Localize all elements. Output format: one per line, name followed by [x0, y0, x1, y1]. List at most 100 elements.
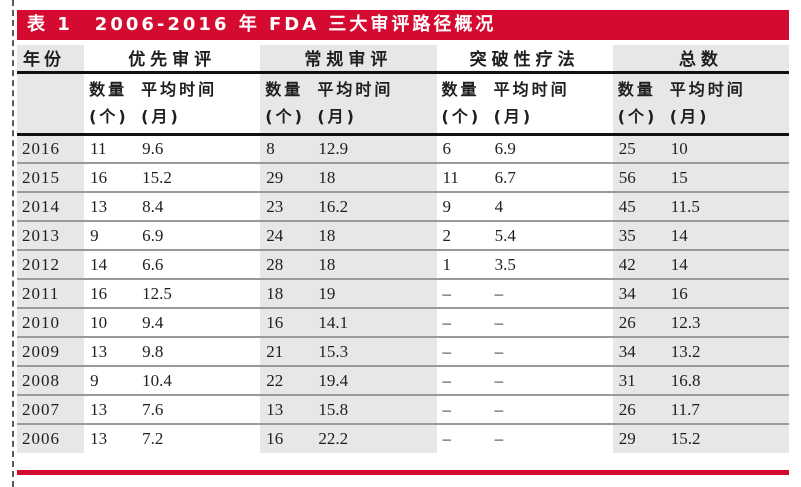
year-subheader-spacer	[17, 72, 85, 136]
count-cell: 14	[84, 250, 137, 279]
avg-time-cell: 16	[664, 279, 789, 308]
count-cell: 29	[260, 163, 313, 192]
count-cell: 34	[612, 279, 665, 308]
group-header-breakthrough-therapy: 突破性疗法	[436, 45, 613, 74]
count-cell: 11	[436, 163, 489, 192]
count-cell: 26	[612, 308, 665, 337]
year-cell: 2014	[17, 192, 85, 221]
table-body: 2016 11 9.6 8 12.9 6 6.9 25 10 2015 16 15.2 29 18 11 6.…	[17, 134, 789, 453]
avg-time-cell: 9.8	[136, 337, 261, 366]
avg-time-label: 平均时间	[669, 80, 746, 99]
table-title: 2006-2016 年 FDA 三大审评路径概况	[94, 14, 497, 35]
fda-review-pathways-table: 年份 优先审评 常规审评 突破性疗法 总数 数量 (个) 平均时间 (月) 数量	[17, 45, 789, 453]
group-header-priority-review: 优先审评	[84, 45, 261, 74]
avg-time-cell: 15.2	[136, 163, 261, 192]
count-unit: (个)	[617, 107, 658, 126]
year-cell: 2016	[17, 134, 85, 163]
avg-time-label: 平均时间	[317, 80, 394, 99]
avg-time-cell: 18	[312, 250, 437, 279]
count-cell: 21	[260, 337, 313, 366]
avg-time-cell: 8.4	[136, 192, 261, 221]
count-cell: 9	[436, 192, 489, 221]
count-cell: –	[436, 337, 489, 366]
table-row: 2013 9 6.9 24 18 2 5.4 35 14	[17, 221, 789, 250]
avg-time-cell: 9.6	[136, 134, 261, 163]
avg-time-label: 平均时间	[493, 80, 570, 99]
avg-time-cell: 11.5	[664, 192, 789, 221]
count-cell: 16	[84, 163, 137, 192]
count-cell: 6	[436, 134, 489, 163]
avg-time-cell: 18	[312, 221, 437, 250]
count-cell: 24	[260, 221, 313, 250]
avg-time-cell: 12.5	[136, 279, 261, 308]
avg-time-subheader: 平均时间 (月)	[664, 72, 789, 136]
count-cell: 25	[612, 134, 665, 163]
avg-time-cell: 13.2	[664, 337, 789, 366]
count-cell: 16	[84, 279, 137, 308]
avg-time-cell: 7.6	[136, 395, 261, 424]
table-row: 2008 9 10.4 22 19.4– –31 16.8	[17, 366, 789, 395]
table-row: 2007 13 7.6 13 15.8– –26 11.7	[17, 395, 789, 424]
count-cell: 16	[260, 308, 313, 337]
avg-time-cell: 4	[488, 192, 613, 221]
scan-edge-dashed-line	[12, 0, 14, 487]
count-cell: 31	[612, 366, 665, 395]
avg-time-cell: 6.9	[136, 221, 261, 250]
count-label: 数量	[441, 80, 480, 99]
count-unit: (个)	[89, 107, 129, 126]
year-cell: 2007	[17, 395, 85, 424]
count-cell: 13	[84, 192, 137, 221]
count-cell: –	[436, 308, 489, 337]
count-cell: 11	[84, 134, 137, 163]
count-cell: 9	[84, 366, 137, 395]
year-column-header: 年份	[17, 45, 85, 74]
count-cell: 26	[612, 395, 665, 424]
count-label: 数量	[265, 80, 304, 99]
count-cell: –	[436, 279, 489, 308]
table-title-bar: 表 1 2006-2016 年 FDA 三大审评路径概况	[17, 10, 789, 40]
count-cell: 16	[260, 424, 313, 453]
table-row: 2006 13 7.2 16 22.2– –29 15.2	[17, 424, 789, 453]
avg-time-cell: 18	[312, 163, 437, 192]
subheader-row: 数量 (个) 平均时间 (月) 数量 (个) 平均时间 (月) 数量 (	[17, 72, 789, 136]
avg-time-unit: (月)	[669, 107, 710, 126]
count-cell: 45	[612, 192, 665, 221]
year-cell: 2008	[17, 366, 85, 395]
year-cell: 2009	[17, 337, 85, 366]
count-label: 数量	[617, 80, 656, 99]
table-row: 2009 13 9.8 21 15.3– –34 13.2	[17, 337, 789, 366]
year-cell: 2013	[17, 221, 85, 250]
avg-time-subheader: 平均时间 (月)	[488, 72, 613, 136]
count-unit: (个)	[265, 107, 305, 126]
avg-time-cell: 15.3	[312, 337, 437, 366]
avg-time-cell: 16.2	[312, 192, 437, 221]
avg-time-cell: –	[488, 337, 613, 366]
avg-time-cell: 15	[664, 163, 789, 192]
year-cell: 2006	[17, 424, 85, 453]
avg-time-cell: 10	[664, 134, 789, 163]
count-cell: 29	[612, 424, 665, 453]
count-cell: 8	[260, 134, 313, 163]
avg-time-cell: 14	[664, 250, 789, 279]
avg-time-cell: 14.1	[312, 308, 437, 337]
avg-time-cell: 19	[312, 279, 437, 308]
count-cell: 9	[84, 221, 137, 250]
avg-time-cell: 19.4	[312, 366, 437, 395]
table-row: 2010 10 9.4 16 14.1– –26 12.3	[17, 308, 789, 337]
avg-time-cell: 9.4	[136, 308, 261, 337]
table-row: 2016 11 9.6 8 12.9 6 6.9 25 10	[17, 134, 789, 163]
avg-time-cell: –	[488, 279, 613, 308]
avg-time-cell: –	[488, 308, 613, 337]
avg-time-cell: 12.9	[312, 134, 437, 163]
avg-time-cell: 6.7	[488, 163, 613, 192]
avg-time-cell: –	[488, 366, 613, 395]
avg-time-unit: (月)	[493, 107, 534, 126]
avg-time-cell: 10.4	[136, 366, 261, 395]
count-cell: –	[436, 395, 489, 424]
avg-time-cell: 16.8	[664, 366, 789, 395]
group-header-row: 年份 优先审评 常规审评 突破性疗法 总数	[17, 45, 789, 74]
avg-time-cell: 3.5	[488, 250, 613, 279]
count-cell: 10	[84, 308, 137, 337]
group-header-standard-review: 常规审评	[260, 45, 437, 74]
